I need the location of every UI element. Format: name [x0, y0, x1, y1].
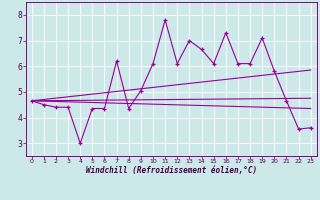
X-axis label: Windchill (Refroidissement éolien,°C): Windchill (Refroidissement éolien,°C) [86, 166, 257, 175]
